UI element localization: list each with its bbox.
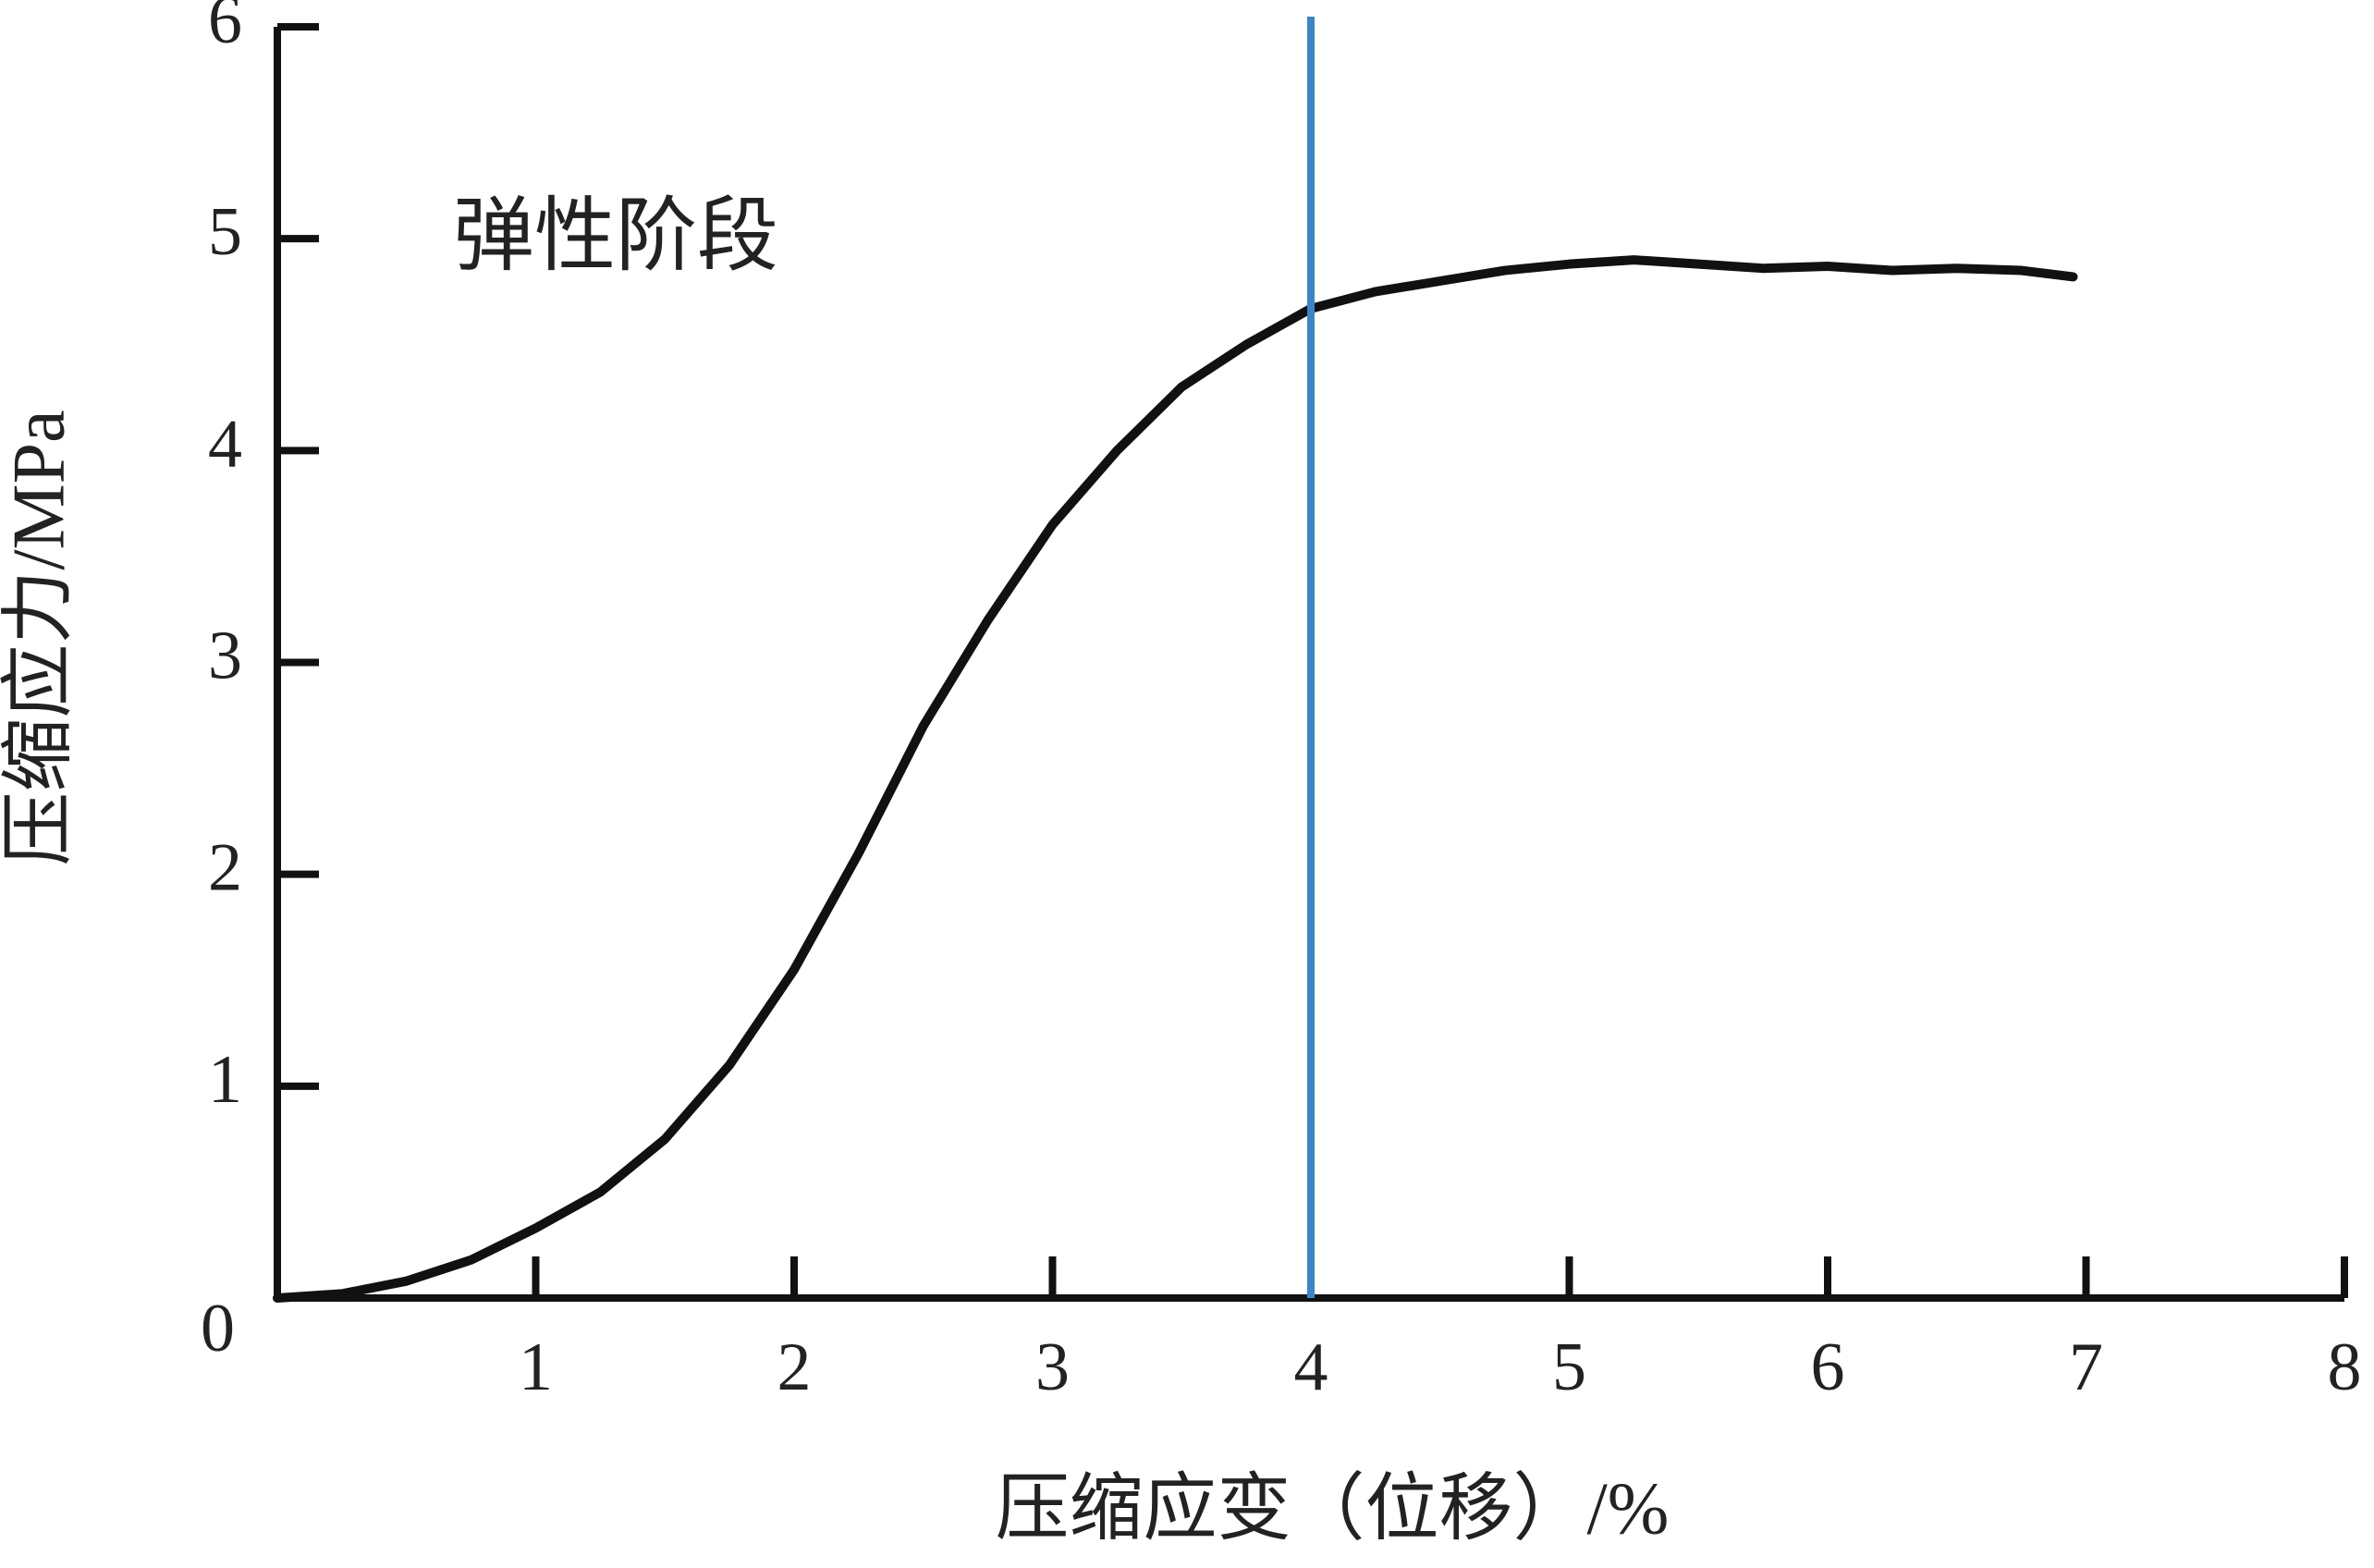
y-axis-label: 压缩应力/MPa — [0, 410, 80, 865]
y-tick-label: 5 — [208, 194, 242, 270]
y-tick-label: 4 — [208, 406, 242, 482]
x-tick-label: 8 — [2328, 1329, 2362, 1405]
x-axis-label: 压缩应变（位移）/% — [996, 1468, 1670, 1550]
x-tick-label: 5 — [1552, 1329, 1586, 1405]
data-line — [273, 255, 2078, 1303]
x-tick-label: 7 — [2069, 1329, 2103, 1405]
y-tick-label: 6 — [208, 0, 242, 58]
y-tick-label: 1 — [208, 1042, 242, 1118]
y-tick-label: 2 — [208, 830, 242, 906]
annotation: 弹性阶段 — [453, 192, 778, 282]
y-tick-label: 0 — [201, 1291, 235, 1366]
y-tick-label: 3 — [208, 618, 242, 693]
x-tick-label: 6 — [1811, 1329, 1845, 1405]
x-tick-label: 4 — [1294, 1329, 1328, 1405]
x-tick-label: 3 — [1035, 1329, 1070, 1405]
x-tick-label: 1 — [519, 1329, 553, 1405]
x-tick-label: 2 — [777, 1329, 812, 1405]
